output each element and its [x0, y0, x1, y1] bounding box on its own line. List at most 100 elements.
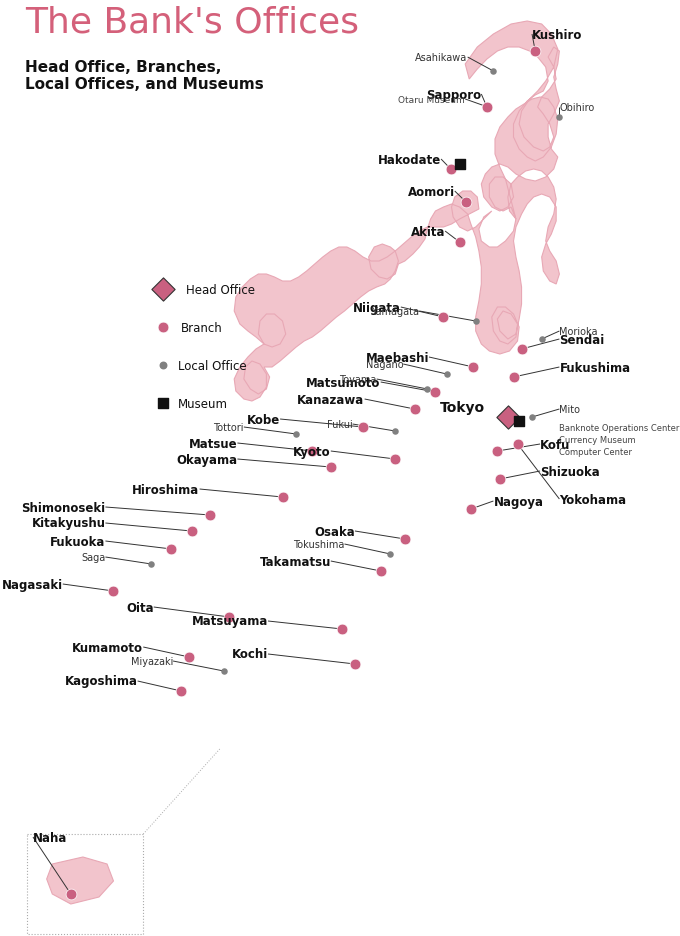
Text: Oita: Oita — [126, 601, 154, 614]
Text: Kagoshima: Kagoshima — [65, 675, 137, 688]
Point — [175, 684, 186, 699]
Point — [158, 358, 169, 373]
Point — [554, 110, 565, 125]
Point — [205, 508, 216, 523]
Point — [454, 235, 465, 250]
Point — [350, 657, 360, 672]
Text: Head Office: Head Office — [186, 284, 255, 296]
Point — [277, 490, 288, 505]
Text: Kanazawa: Kanazawa — [297, 393, 364, 406]
Point — [503, 410, 513, 425]
Text: The Bank's Offices: The Bank's Offices — [25, 5, 359, 39]
Text: Nagano: Nagano — [366, 359, 403, 370]
Point — [307, 444, 318, 459]
Point — [291, 427, 302, 442]
Text: Akita: Akita — [411, 226, 445, 239]
Text: Tottori: Tottori — [214, 422, 244, 432]
Text: Morioka: Morioka — [560, 327, 598, 337]
Point — [390, 424, 401, 439]
Text: Computer Center: Computer Center — [560, 447, 632, 456]
Point — [492, 444, 503, 459]
Point — [530, 44, 541, 59]
Polygon shape — [47, 857, 114, 904]
Point — [516, 343, 527, 358]
Text: Kushiro: Kushiro — [532, 28, 582, 41]
Text: Fukui: Fukui — [327, 419, 352, 430]
Text: Asahikawa: Asahikawa — [415, 53, 468, 63]
Text: Currency Museum: Currency Museum — [560, 435, 636, 444]
Point — [358, 420, 369, 435]
Text: Fukuoka: Fukuoka — [50, 535, 105, 548]
Text: Shimonoseki: Shimonoseki — [21, 501, 105, 514]
Text: Okayama: Okayama — [176, 453, 237, 466]
Text: Matsumoto: Matsumoto — [306, 376, 381, 389]
Text: Hakodate: Hakodate — [378, 154, 441, 167]
Text: Tokyo: Tokyo — [440, 401, 486, 415]
Text: Matsuyama: Matsuyama — [192, 615, 268, 628]
Text: Head Office, Branches,
Local Offices, and Museums: Head Office, Branches, Local Offices, an… — [25, 60, 264, 93]
Point — [460, 196, 471, 211]
Point — [186, 524, 197, 539]
Point — [508, 370, 519, 385]
Point — [513, 414, 524, 429]
Text: Fukushima: Fukushima — [560, 361, 630, 374]
Point — [526, 410, 537, 425]
Point — [158, 396, 169, 411]
Point — [65, 886, 76, 901]
Point — [158, 282, 169, 297]
Text: Kitakyushu: Kitakyushu — [31, 517, 105, 530]
Text: Kyoto: Kyoto — [293, 445, 330, 458]
Text: Nagoya: Nagoya — [494, 495, 543, 508]
Text: Kochi: Kochi — [232, 648, 268, 661]
Text: Banknote Operations Center: Banknote Operations Center — [560, 423, 680, 432]
Point — [454, 157, 465, 172]
Text: Shizuoka: Shizuoka — [540, 465, 600, 478]
Point — [465, 502, 476, 517]
Text: Saga: Saga — [81, 552, 105, 563]
Point — [471, 314, 481, 329]
Text: Osaka: Osaka — [314, 525, 355, 538]
Point — [399, 532, 410, 547]
Point — [390, 452, 401, 467]
Point — [108, 584, 119, 599]
Point — [422, 382, 433, 397]
Point — [441, 367, 452, 382]
Point — [537, 332, 547, 347]
Point — [468, 360, 479, 375]
Text: Nagasaki: Nagasaki — [1, 578, 63, 591]
Text: Kumamoto: Kumamoto — [72, 641, 143, 654]
Text: Yamagata: Yamagata — [371, 307, 420, 316]
Point — [385, 547, 396, 562]
Text: Hiroshima: Hiroshima — [133, 483, 200, 496]
Point — [375, 563, 386, 578]
Point — [218, 664, 229, 679]
Text: Naha: Naha — [33, 830, 67, 843]
Point — [438, 310, 449, 325]
Text: Obihiro: Obihiro — [560, 103, 594, 113]
Text: Aomori: Aomori — [407, 185, 455, 198]
Text: Maebashi: Maebashi — [365, 351, 429, 364]
Point — [409, 402, 420, 417]
Text: Local Office: Local Office — [178, 359, 246, 373]
Text: Kobe: Kobe — [247, 413, 280, 426]
Text: Tokushima: Tokushima — [293, 539, 345, 549]
Text: Niigata: Niigata — [353, 301, 401, 314]
Point — [224, 610, 235, 625]
Text: Takamatsu: Takamatsu — [260, 555, 330, 568]
Point — [146, 557, 157, 572]
Point — [488, 65, 499, 80]
Point — [445, 162, 456, 177]
Text: Toyama: Toyama — [339, 374, 377, 385]
Point — [481, 100, 492, 115]
Text: Sapporo: Sapporo — [426, 88, 481, 101]
Point — [512, 437, 523, 452]
Text: Branch: Branch — [181, 321, 223, 334]
Text: Miyazaki: Miyazaki — [131, 656, 173, 666]
Text: Kofu: Kofu — [540, 438, 571, 451]
Text: Yokohama: Yokohama — [560, 493, 626, 506]
Text: Matsue: Matsue — [189, 437, 237, 450]
Text: Otaru Museum: Otaru Museum — [398, 95, 465, 105]
Point — [158, 320, 169, 335]
Point — [494, 472, 505, 487]
Point — [184, 650, 194, 665]
